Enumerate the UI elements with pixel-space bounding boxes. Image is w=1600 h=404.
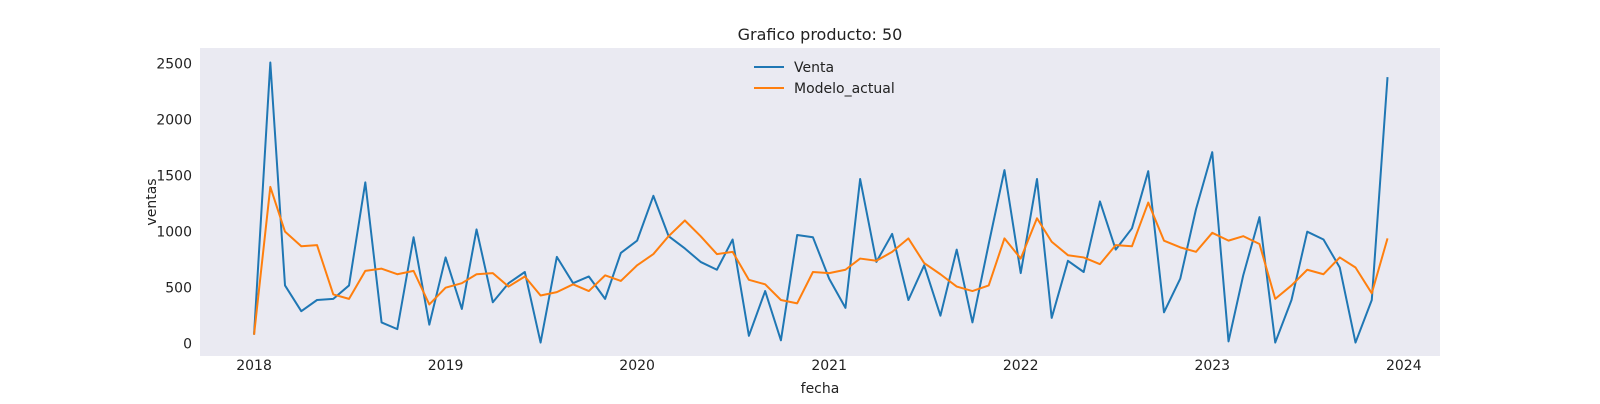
x-axis-label: fecha xyxy=(801,381,840,397)
y-tick-label: 1500 xyxy=(156,169,192,185)
y-tick-label: 2000 xyxy=(156,113,192,129)
x-tick-label: 2024 xyxy=(1386,358,1422,374)
series-line-modelo-actual xyxy=(253,185,1389,335)
y-tick-label: 0 xyxy=(183,337,192,353)
legend-label-modelo-actual: Modelo_actual xyxy=(794,81,895,97)
series-line-venta xyxy=(253,61,1389,344)
y-tick-label: 500 xyxy=(165,281,192,297)
x-tick-label: 2018 xyxy=(236,358,272,374)
x-tick-label: 2023 xyxy=(1194,358,1230,374)
plot-area xyxy=(200,48,1440,356)
legend: Venta Modelo_actual xyxy=(754,60,895,97)
series-layer xyxy=(253,61,1389,344)
y-axis-ticks: 0 500 1000 1500 2000 2500 xyxy=(156,57,192,353)
x-tick-label: 2022 xyxy=(1003,358,1039,374)
y-tick-label: 2500 xyxy=(156,57,192,73)
x-tick-label: 2021 xyxy=(811,358,847,374)
legend-label-venta: Venta xyxy=(794,60,834,76)
x-tick-label: 2019 xyxy=(428,358,464,374)
chart-title: Grafico producto: 50 xyxy=(738,25,903,44)
y-tick-label: 1000 xyxy=(156,225,192,241)
y-axis-label: ventas xyxy=(144,178,160,225)
x-tick-label: 2020 xyxy=(619,358,655,374)
x-axis-ticks: 2018 2019 2020 2021 2022 2023 2024 xyxy=(236,358,1421,374)
